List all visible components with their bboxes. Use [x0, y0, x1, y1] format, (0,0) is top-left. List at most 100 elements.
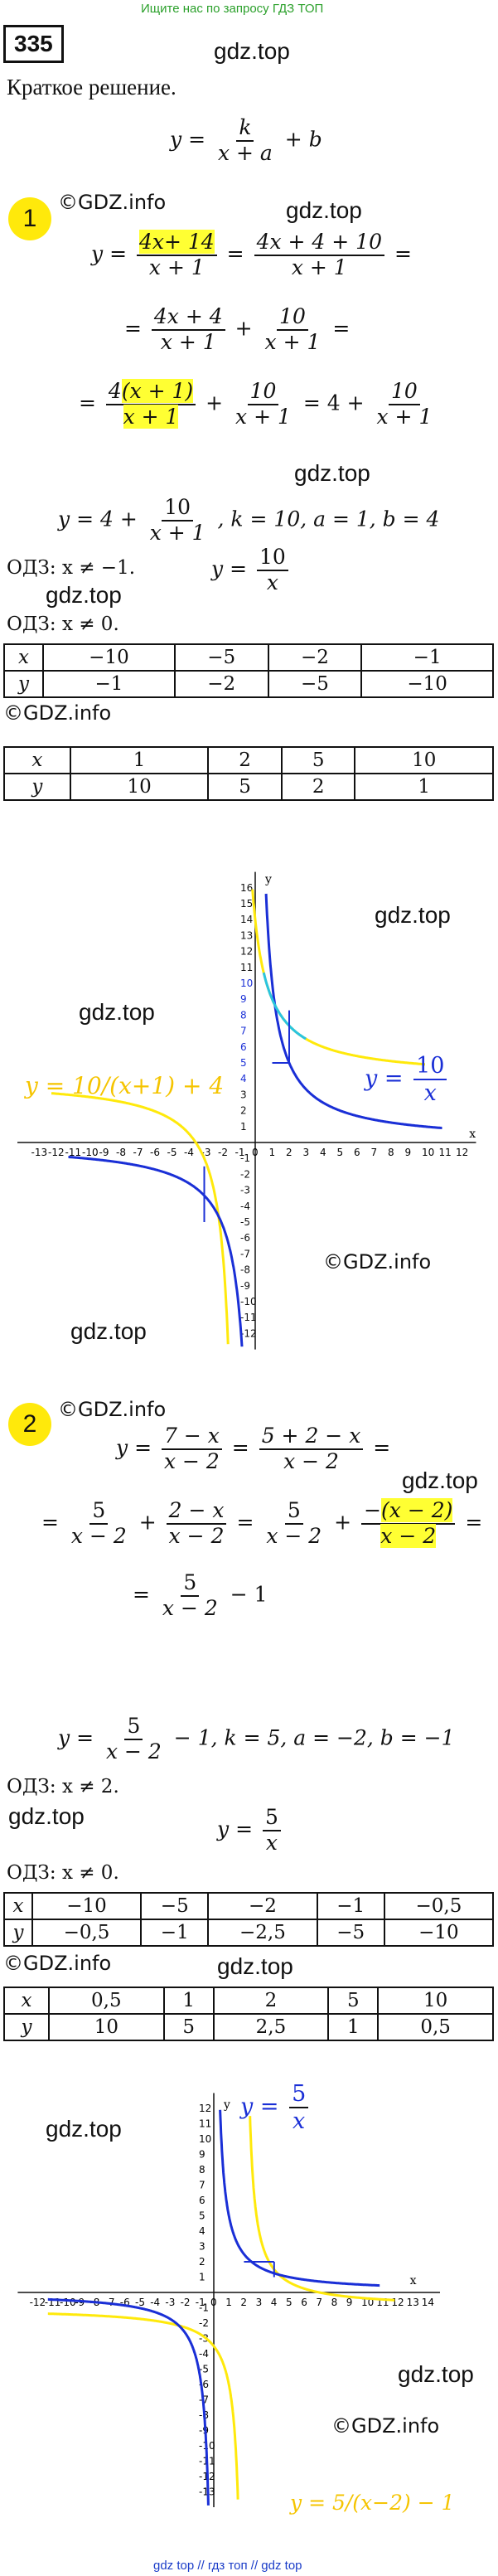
watermark-gdz-top: gdz.top — [402, 1467, 478, 1493]
graph-label-yellow: y = 10/(x+1) + 4 — [25, 1072, 225, 1099]
part2-odz2: ОДЗ: x ≠ 0. — [7, 1862, 119, 1884]
y-tick-label: -2 — [240, 1168, 250, 1180]
y-tick-label: 8 — [240, 1009, 247, 1021]
x-tick-label: 7 — [371, 1147, 378, 1158]
x-tick-label: 5 — [286, 2297, 293, 2308]
value-table: x 0,5 1 2 5 10 y 10 5 2,5 1 0,5 — [3, 1987, 494, 2041]
table-cell: −1 — [42, 670, 176, 698]
footer: gdz top // гдз топ // gdz top — [153, 2559, 302, 2573]
table-cell: 2 — [212, 1987, 330, 2015]
value-table: x −10 −5 −2 −1 −0,5 y −0,5 −1 −2,5 −5 −10 — [3, 1892, 495, 1947]
table-cell: −10 — [360, 670, 494, 698]
x-tick-label: 2 — [286, 1147, 293, 1158]
y-tick-label: 8 — [199, 2164, 205, 2176]
x-tick-label: 1 — [269, 1147, 276, 1158]
curve-cyan-segment — [262, 972, 307, 1041]
part2-odz1: ОДЗ: x ≠ 2. — [7, 1776, 119, 1797]
watermark-gdz-info: ©GDZ.info — [323, 1250, 432, 1273]
x-tick-label: 4 — [271, 2297, 278, 2308]
table-cell: −10 — [31, 1892, 143, 1920]
watermark-gdz-info: ©GDZ.info — [58, 191, 167, 214]
table-row: x −10 −5 −2 −1 −0,5 — [3, 1892, 495, 1920]
y-tick-label: 6 — [240, 1041, 247, 1053]
table-cell: 1 — [327, 2013, 380, 2041]
graph-label-blue: y = 10 x — [365, 1053, 450, 1106]
table-cell: x — [3, 746, 71, 774]
x-tick-label: -11 — [45, 2297, 61, 2308]
table-row: y 10 5 2 1 — [3, 773, 494, 801]
watermark-gdz-top: gdz.top — [46, 582, 122, 608]
table-cell: −10 — [42, 643, 176, 672]
part-number-circle: 1 — [8, 197, 51, 240]
table-cell: 5 — [280, 746, 356, 774]
table-cell: 2 — [280, 773, 356, 801]
curve-yellow-branch — [51, 889, 425, 1345]
y-tick-label: 13 — [240, 929, 253, 941]
x-tick-label: -3 — [201, 1147, 211, 1158]
value-table: x −10 −5 −2 −1 y −1 −2 −5 −10 — [2, 643, 494, 698]
y-tick-label: 5 — [240, 1057, 247, 1069]
x-tick-label: 9 — [405, 1147, 412, 1158]
table-cell: −2,5 — [207, 1919, 318, 1947]
table-cell: −2 — [207, 1892, 318, 1920]
x-tick-label: 3 — [303, 1147, 310, 1158]
x-tick-label: 6 — [301, 2297, 307, 2308]
curve-blue-branch — [68, 893, 442, 1347]
table-cell: x — [3, 1892, 33, 1920]
part1-odz1: ОДЗ: x ≠ −1. — [7, 557, 136, 579]
x-tick-label: -12 — [48, 1147, 65, 1158]
table-row: y −1 −2 −5 −10 — [2, 670, 494, 698]
part-number-circle: 2 — [8, 1403, 51, 1446]
y-tick-label: 11 — [240, 962, 253, 973]
short-solution-label: Краткое решение. — [7, 75, 176, 99]
table-cell: 2 — [207, 746, 283, 774]
y-tick-label: 3 — [240, 1089, 247, 1100]
table-row: x 0,5 1 2 5 10 — [3, 1987, 494, 2015]
table-cell: −0,5 — [31, 1919, 143, 1947]
watermark-gdz-top: gdz.top — [46, 2116, 122, 2142]
x-tick-label: 0 — [210, 2297, 217, 2308]
x-axis-label: x — [469, 1128, 476, 1141]
curve-blue-branch — [47, 2109, 380, 2506]
table-cell: 0,5 — [47, 1987, 165, 2015]
y-tick-label: -12 — [240, 1327, 257, 1339]
y-tick-label: -9 — [240, 1280, 250, 1292]
watermark-gdz-top: gdz.top — [294, 460, 370, 486]
watermark-gdz-top: gdz.top — [375, 902, 451, 928]
table-cell: −10 — [383, 1919, 495, 1947]
y-tick-label: 3 — [199, 2241, 205, 2253]
table-cell: 0,5 — [377, 2013, 494, 2041]
table-cell: −5 — [173, 643, 269, 672]
table-cell: 1 — [162, 1987, 215, 2015]
table-cell: 5 — [162, 2013, 215, 2041]
watermark-gdz-info: ©GDZ.info — [331, 2414, 440, 2438]
x-tick-label: 7 — [316, 2297, 322, 2308]
x-tick-label: -7 — [133, 1147, 143, 1158]
y-tick-label: 4 — [240, 1073, 247, 1084]
y-axis-label: y — [223, 2098, 230, 2112]
y-tick-label: 14 — [240, 914, 253, 925]
y-axis-label: y — [264, 873, 272, 886]
table-cell: −1 — [360, 643, 494, 672]
x-axis-label: x — [410, 2274, 417, 2287]
part1-result: y = 4 + 10 x + 1 , k = 10, a = 1, b = 4 — [58, 495, 440, 545]
x-tick-label: -2 — [218, 1147, 228, 1158]
y-tick-label: -11 — [240, 1312, 257, 1323]
y-tick-label: 9 — [240, 993, 247, 1005]
x-tick-label: 13 — [407, 2297, 419, 2308]
y-tick-label: -3 — [199, 2333, 209, 2345]
table-cell: y — [3, 2013, 50, 2041]
y-tick-label: 4 — [199, 2225, 205, 2237]
y-tick-label: 12 — [240, 946, 253, 958]
search-notice: Ищите нас по запросу ГДЗ ТОП — [141, 2, 324, 16]
x-tick-label: -6 — [120, 2297, 130, 2308]
y-tick-label: 6 — [199, 2195, 205, 2206]
table-row: x −10 −5 −2 −1 — [2, 643, 494, 672]
y-tick-label: -6 — [199, 2379, 209, 2390]
table-cell: 2,5 — [212, 2013, 330, 2041]
